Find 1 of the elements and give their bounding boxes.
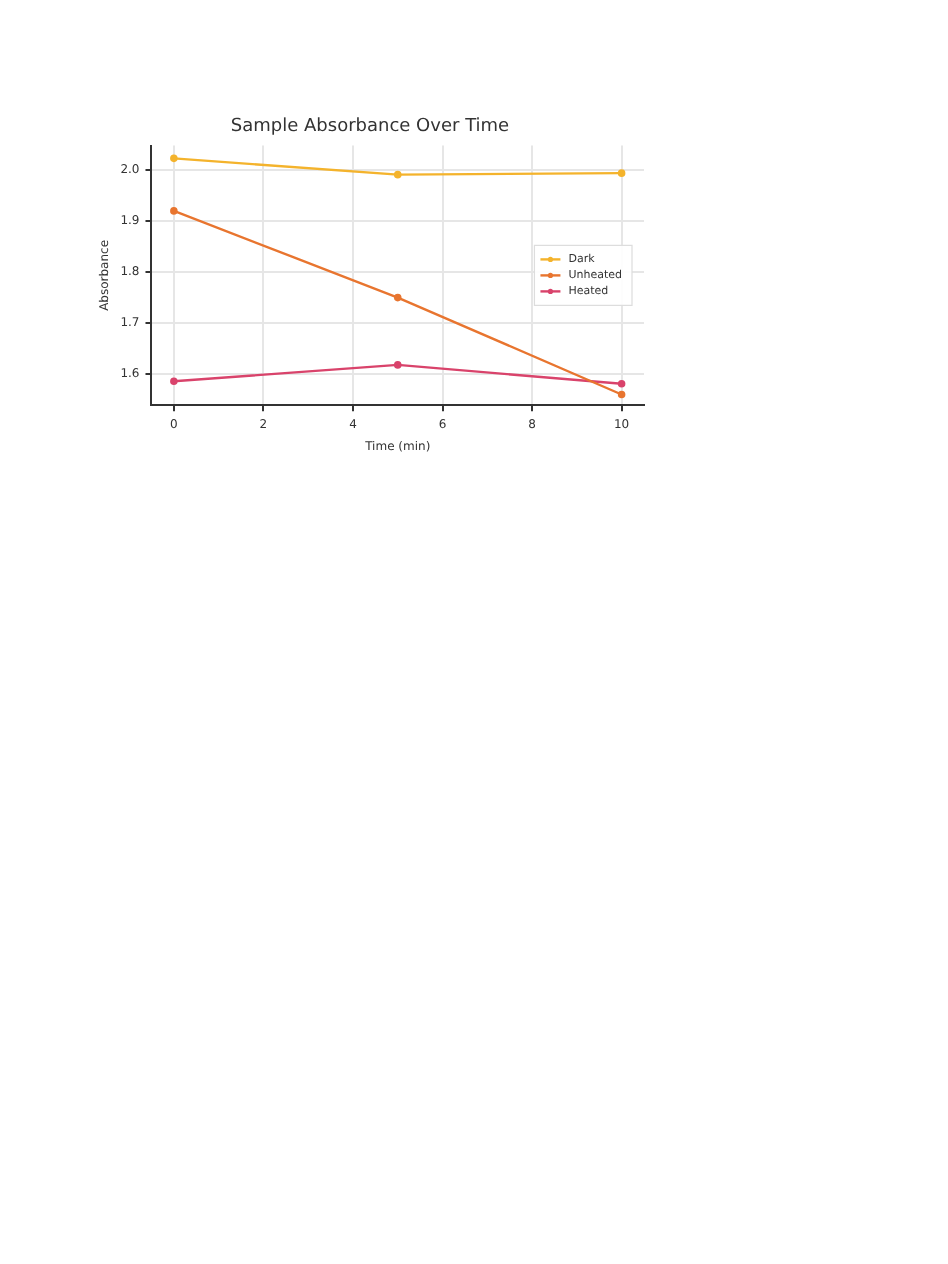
chart-title: Sample Absorbance Over Time <box>230 117 511 138</box>
